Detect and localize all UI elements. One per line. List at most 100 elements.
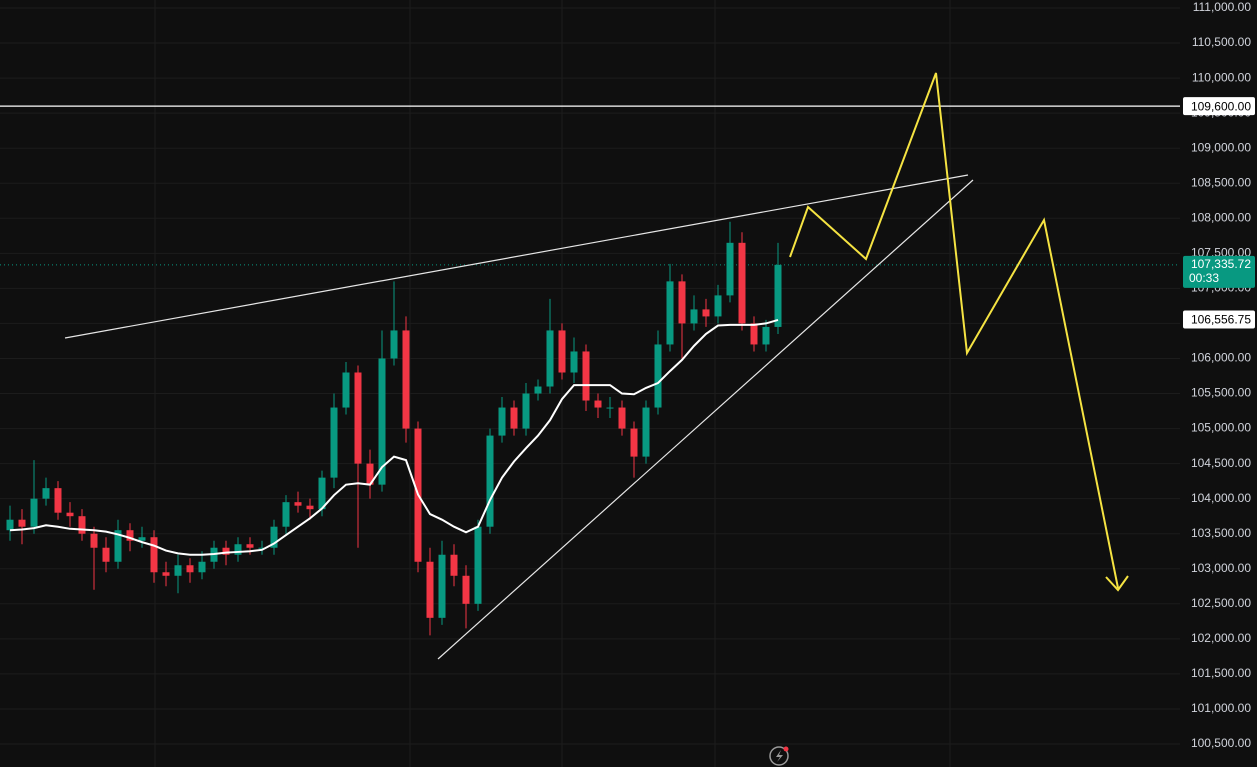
price-axis (1180, 0, 1257, 767)
countdown-label: 00:33 (1189, 271, 1219, 285)
candle-body (366, 463, 374, 485)
current-price-badge (1183, 255, 1255, 288)
candle-body (174, 565, 182, 576)
icon-bolt (776, 750, 783, 762)
y-tick-label: 104,000.00 (1191, 491, 1251, 505)
ma-badge (1183, 310, 1255, 329)
price-axis-panel (1180, 0, 1257, 767)
candle-body (378, 358, 386, 485)
horizontal-grid (0, 7, 1180, 745)
candle-body (714, 295, 722, 317)
levels (0, 105, 1180, 266)
candle-body (570, 351, 578, 373)
candle-body (666, 281, 674, 345)
moving-average (9, 318, 779, 556)
y-tick-label: 110,000.00 (1192, 70, 1251, 84)
candle-body (618, 407, 626, 429)
y-tick-label: 110,500.00 (1192, 35, 1251, 49)
candle-body (294, 502, 302, 506)
candle-body (222, 547, 230, 555)
y-tick-label: 100,500.00 (1191, 736, 1251, 750)
candle-body (342, 372, 350, 408)
candle-body (522, 393, 530, 429)
drawings (64, 72, 1129, 660)
candle-body (6, 519, 14, 531)
candle-body (126, 530, 134, 541)
lower-trendline (437, 179, 974, 660)
candle-body (198, 561, 206, 573)
candle-body (630, 428, 638, 457)
y-tick-label: 103,000.00 (1191, 561, 1251, 575)
candle-body (330, 407, 338, 478)
candle-body (270, 526, 278, 548)
candle-body (78, 516, 86, 534)
level-badge-label: 109,600.00 (1191, 99, 1251, 113)
candle-body (114, 530, 122, 562)
candles (6, 221, 782, 636)
candle-body (402, 330, 410, 429)
candle-body (678, 281, 686, 324)
candle-body (66, 512, 74, 517)
candle-body (534, 386, 542, 394)
candle-body (750, 323, 758, 345)
ma-badge-label: 106,556.75 (1191, 313, 1251, 327)
candle-body (138, 537, 146, 541)
candle-body (558, 330, 566, 373)
icon-ring (769, 746, 789, 766)
candle-body (474, 526, 482, 604)
candle-body (390, 330, 398, 359)
candle-body (150, 537, 158, 573)
candle-body (246, 544, 254, 548)
candle-body (162, 572, 170, 576)
candle-body (186, 565, 194, 573)
candle-body (642, 407, 650, 457)
candle-body (30, 498, 38, 527)
candle-body (582, 351, 590, 401)
candle-body (102, 547, 110, 562)
y-tick-label: 106,000.00 (1191, 351, 1251, 365)
y-tick-label: 103,500.00 (1191, 526, 1251, 540)
y-tick-label: 105,000.00 (1191, 421, 1251, 435)
candle-body (306, 505, 314, 510)
y-tick-label: 104,500.00 (1191, 456, 1251, 470)
candle-body (318, 477, 326, 510)
candle-body (438, 554, 446, 618)
candle-body (726, 242, 734, 296)
y-tick-label: 109,000.00 (1191, 140, 1251, 154)
candle-body (702, 309, 710, 317)
upper-trendline (64, 174, 969, 339)
y-tick-label: 102,000.00 (1191, 631, 1251, 645)
y-tick-label: 102,500.00 (1191, 596, 1251, 610)
candle-body (486, 435, 494, 527)
y-tick-label: 108,000.00 (1191, 210, 1251, 224)
icon-dot (783, 746, 789, 752)
candle-body (354, 372, 362, 464)
y-tick-label: 108,500.00 (1191, 175, 1251, 189)
replay-icon[interactable] (769, 746, 789, 766)
candle-body (510, 407, 518, 429)
candle-body (426, 561, 434, 618)
candle-body (258, 547, 266, 549)
current-price-label: 107,335.72 (1191, 257, 1251, 271)
candle-body (594, 400, 602, 408)
price-axis-labels: 100,500.00 101,000.00 101,500.00 102,000.00… (1183, 0, 1255, 750)
level-badge (1183, 97, 1255, 116)
candle-body (90, 533, 98, 548)
candle-body (462, 575, 470, 604)
candle-body (18, 519, 26, 527)
candle-body (498, 407, 506, 436)
y-tick-label: 101,000.00 (1191, 701, 1251, 715)
candle-body (42, 488, 50, 499)
candle-body (234, 544, 242, 555)
candle-body (738, 242, 746, 324)
candle-body (282, 502, 290, 527)
candle-body (774, 264, 782, 327)
y-tick-label: 101,500.00 (1191, 666, 1251, 680)
projection-arrowhead (1105, 575, 1129, 592)
candle-body (654, 344, 662, 408)
candle-body (450, 554, 458, 576)
y-tick-label: 111,000.00 (1193, 0, 1252, 14)
candle-body (690, 309, 698, 324)
